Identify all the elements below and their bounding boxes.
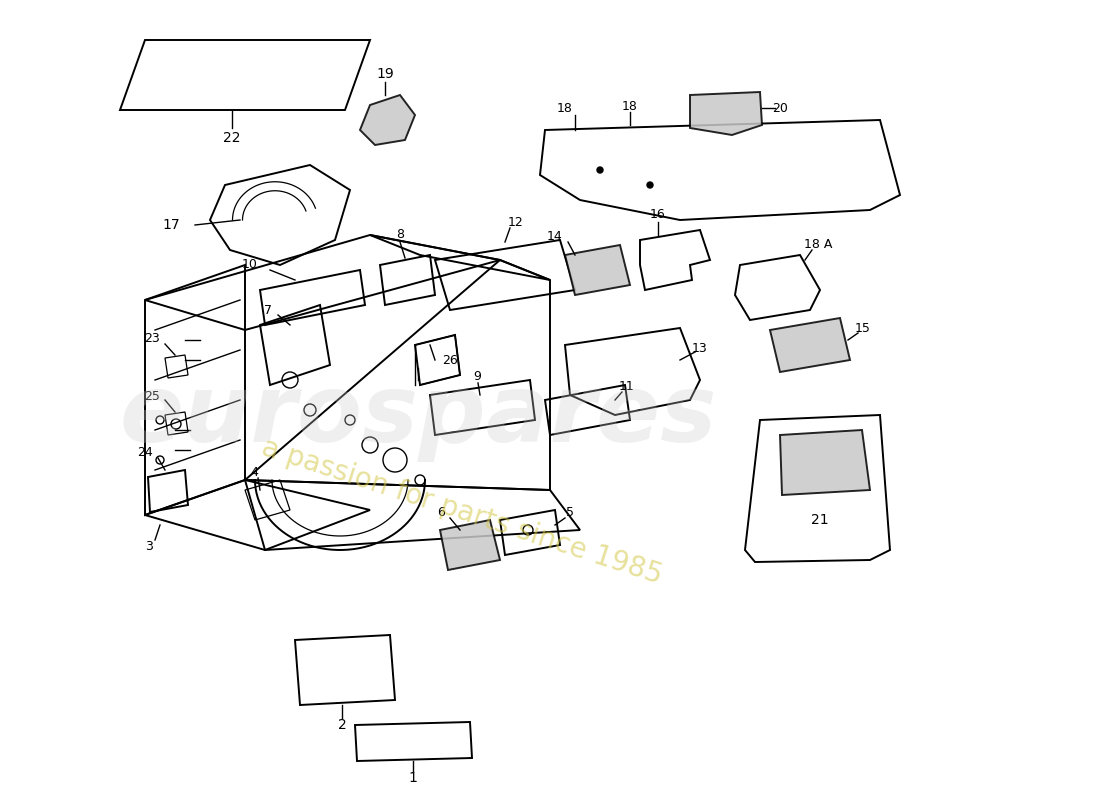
Text: 2: 2 [338,718,346,732]
Polygon shape [690,92,762,135]
Text: 18 A: 18 A [804,238,833,250]
Text: 6: 6 [437,506,446,518]
Polygon shape [770,318,850,372]
Text: 9: 9 [473,370,481,382]
Polygon shape [440,520,500,570]
Text: 5: 5 [566,506,574,519]
Text: 4: 4 [250,466,257,478]
Polygon shape [565,245,630,295]
Text: 21: 21 [811,513,828,527]
Text: 12: 12 [508,215,524,229]
Polygon shape [360,95,415,145]
Text: 26: 26 [442,354,458,366]
Text: 19: 19 [376,67,394,81]
Text: 1: 1 [408,771,417,785]
Text: 24: 24 [138,446,153,458]
Text: 15: 15 [855,322,871,334]
Circle shape [647,182,653,188]
Text: 14: 14 [547,230,562,242]
Text: 11: 11 [619,381,635,394]
Text: 3: 3 [145,541,153,554]
Text: 23: 23 [144,331,159,345]
Polygon shape [780,430,870,495]
Text: 10: 10 [242,258,258,271]
Text: 25: 25 [144,390,159,402]
Text: 8: 8 [396,227,404,241]
Text: 13: 13 [692,342,708,354]
Text: 16: 16 [650,209,666,222]
Text: eurospares: eurospares [119,370,717,462]
Text: 7: 7 [264,303,272,317]
Text: a passion for parts since 1985: a passion for parts since 1985 [258,434,666,590]
Text: 22: 22 [223,131,241,145]
Circle shape [597,167,603,173]
Text: 18: 18 [557,102,573,114]
Text: 18: 18 [623,99,638,113]
Text: 20: 20 [772,102,788,114]
Text: 17: 17 [163,218,180,232]
